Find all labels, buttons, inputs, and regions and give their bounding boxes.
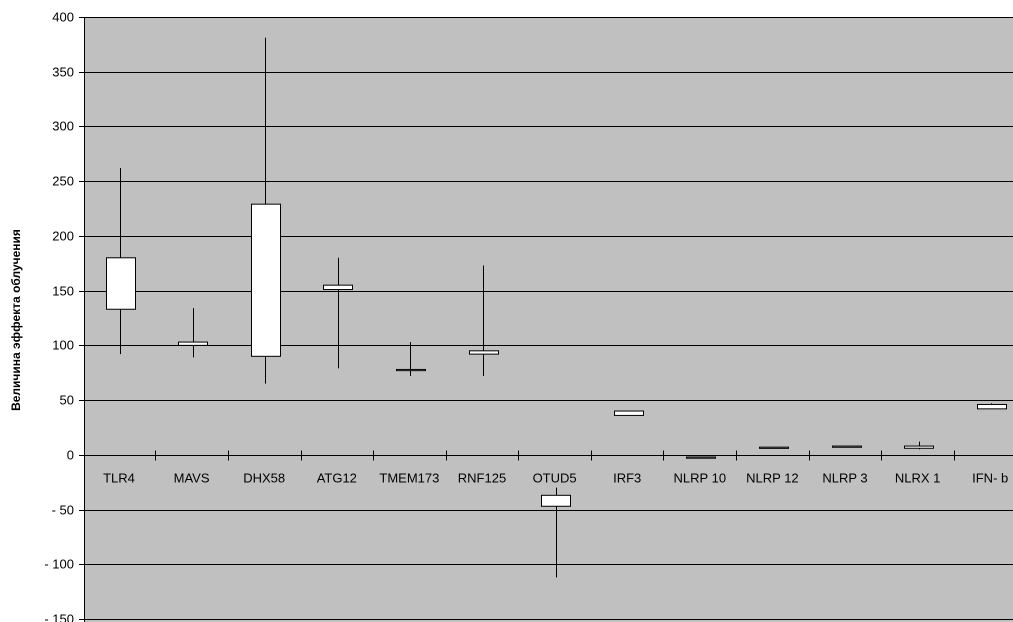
x-axis: TLR4 MAVS DHX58 ATG12 TMEM173 RNF125 OTUD5 IRF3…	[84, 450, 1013, 486]
category-label: DHX58	[243, 471, 285, 486]
y-tick-label: 400	[52, 10, 74, 25]
y-tick-label: 50	[60, 393, 74, 408]
box	[686, 456, 716, 459]
category-label: OTUD5	[533, 471, 577, 486]
box-rnf125	[469, 265, 499, 377]
y-axis: 400 350 300 250 200 150 100 50 0 - 50 - 100 - 150	[44, 10, 85, 622]
box	[977, 403, 1007, 410]
box-nlrp-3	[832, 445, 862, 448]
category-label: NLRP 3	[822, 471, 867, 486]
plot-area	[84, 17, 1013, 622]
y-tick-label: 350	[52, 65, 74, 80]
y-tick-label: 0	[67, 448, 74, 463]
category-label: NLRX 1	[895, 471, 941, 486]
box-otud5	[541, 487, 571, 578]
y-tick-label: 100	[52, 338, 74, 353]
box	[614, 410, 644, 416]
box-tlr4	[106, 168, 136, 355]
y-tick-label: 250	[52, 174, 74, 189]
box-series	[106, 37, 1007, 578]
y-tick-label: 200	[52, 229, 74, 244]
category-label: RNF125	[458, 471, 506, 486]
category-label: ATG12	[317, 471, 357, 486]
y-axis-title: Величина эффекта облучения	[9, 229, 23, 411]
box-irf3	[614, 410, 644, 416]
box-dhx58	[251, 37, 281, 384]
box-nlrp-10	[686, 456, 716, 459]
box	[904, 445, 934, 449]
category-label: IFN- b	[972, 471, 1008, 486]
category-label: TLR4	[103, 471, 135, 486]
box	[396, 368, 426, 372]
y-tick-label: 300	[52, 119, 74, 134]
category-label: NLRP 12	[746, 471, 799, 486]
category-label: MAVS	[174, 471, 210, 486]
box-atg12	[323, 257, 353, 369]
box	[106, 257, 136, 310]
y-tick-label: - 50	[52, 503, 74, 518]
box	[541, 494, 571, 507]
box-nlrp-12	[759, 446, 789, 449]
box	[251, 203, 281, 357]
box	[178, 341, 208, 346]
category-label: IRF3	[613, 471, 641, 486]
box	[759, 446, 789, 449]
box-ifn-b	[977, 403, 1007, 410]
box	[469, 350, 499, 355]
box-nlrx-1	[904, 441, 934, 450]
box-tmem173	[396, 342, 426, 377]
y-tick-label: 150	[52, 284, 74, 299]
box	[832, 445, 862, 448]
category-label: TMEM173	[379, 471, 439, 486]
y-tick-label: - 100	[44, 557, 74, 572]
category-label: NLRP 10	[674, 471, 727, 486]
y-tick-label: - 150	[44, 612, 74, 622]
box	[323, 284, 353, 291]
box-mavs	[178, 308, 208, 358]
